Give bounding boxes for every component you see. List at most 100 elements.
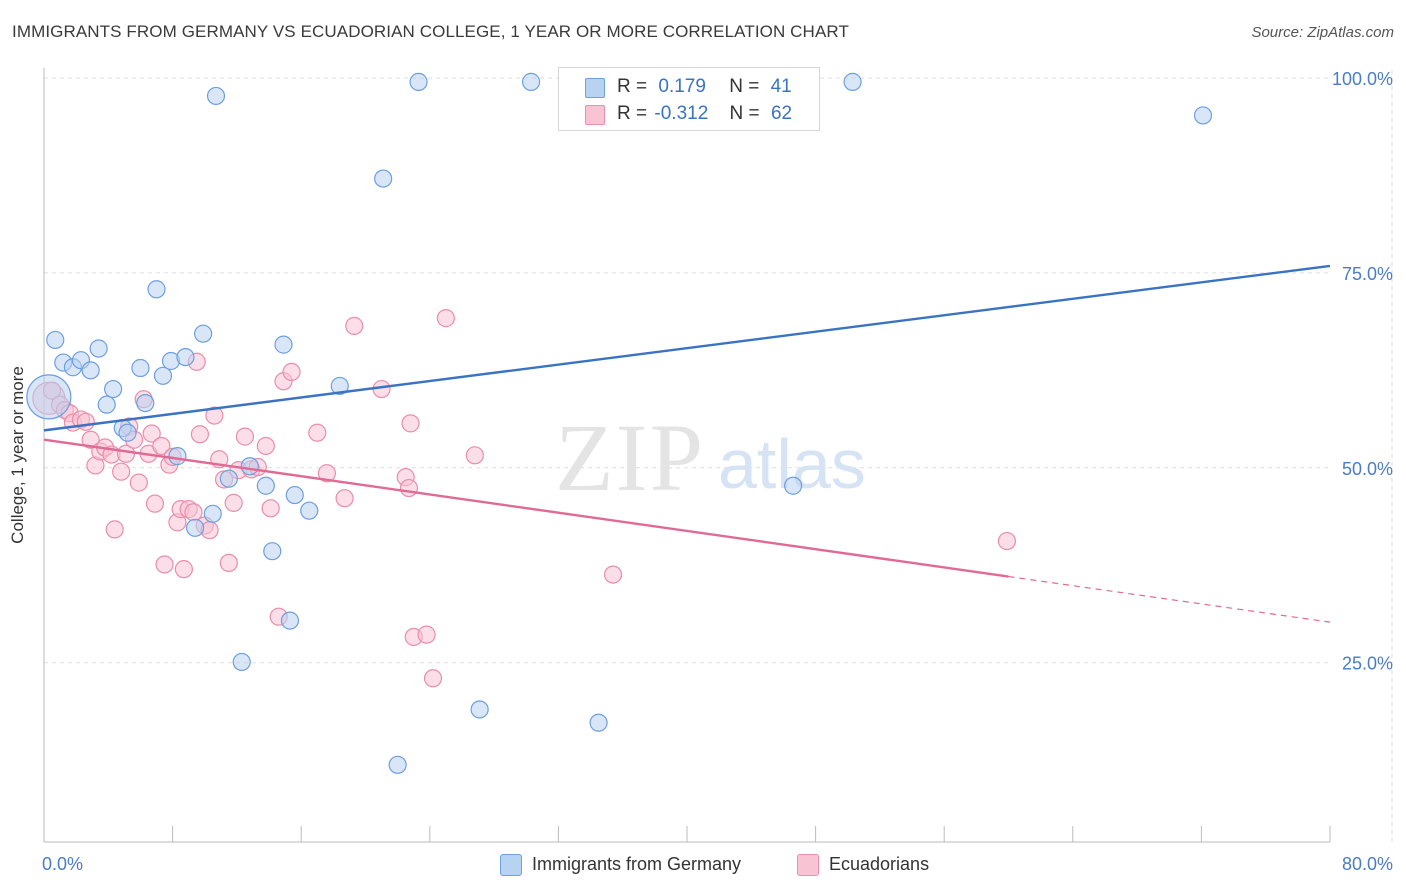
tick-label-layer: 25.0% 50.0% 75.0% 100.0% 0.0% 80.0% — [42, 69, 1393, 874]
stats-text-blue: R = 0.179 N = 41 — [617, 73, 792, 101]
stats-n-label-blue: N = — [729, 76, 760, 97]
stats-r-value-blue: 0.179 — [658, 76, 706, 97]
data-point-germany — [843, 72, 862, 91]
points-layer — [26, 72, 1213, 774]
data-point-germany — [97, 395, 116, 414]
data-point-germany — [26, 374, 72, 420]
data-point-germany — [104, 379, 123, 399]
data-point-ecuadorians — [423, 669, 443, 688]
legend-label-germany: Immigrants from Germany — [532, 854, 742, 874]
data-point-germany — [256, 476, 275, 495]
data-point-ecuadorians — [112, 462, 131, 481]
data-point-germany — [89, 339, 108, 358]
data-point-germany — [232, 652, 251, 672]
data-point-ecuadorians — [235, 427, 255, 446]
stats-n-label-pink: N = — [729, 103, 760, 124]
trend-line-ecuadorians — [43, 438, 1009, 578]
data-point-germany — [46, 330, 65, 350]
data-point-ecuadorians — [256, 436, 275, 456]
data-point-germany — [521, 72, 541, 91]
data-point-ecuadorians — [142, 424, 161, 443]
stats-n-value-blue: 41 — [770, 76, 792, 97]
data-point-germany — [388, 755, 407, 774]
data-point-germany — [374, 169, 393, 188]
stats-swatch-blue — [585, 78, 605, 98]
stats-n-value-pink: 62 — [770, 103, 793, 124]
data-point-germany — [81, 361, 100, 380]
watermark: ZIP atlas — [555, 404, 866, 511]
data-point-ecuadorians — [81, 430, 100, 449]
trend-line-germany — [43, 264, 1331, 432]
data-point-ecuadorians — [282, 362, 301, 382]
data-point-ecuadorians — [465, 446, 484, 465]
source-credit: Source: ZipAtlas.com — [1251, 24, 1394, 41]
data-point-germany — [300, 501, 319, 520]
stats-r-label-blue: R = — [617, 76, 648, 97]
trend-line-ecuadorians-extension — [1008, 575, 1331, 623]
data-point-germany — [203, 504, 222, 523]
chart-title: IMMIGRANTS FROM GERMANY VS ECUADORIAN CO… — [12, 22, 849, 41]
data-point-ecuadorians — [205, 406, 224, 425]
data-point-ecuadorians — [105, 520, 124, 539]
data-point-germany — [131, 358, 150, 378]
data-point-germany — [409, 72, 428, 91]
data-point-ecuadorians — [261, 499, 280, 518]
stats-swatch-pink — [585, 105, 605, 125]
data-point-germany — [206, 86, 226, 106]
y-tick-label: 100.0% — [1332, 69, 1393, 89]
trend-layer — [43, 264, 1331, 623]
watermark-zip: ZIP — [555, 404, 705, 511]
legend-label-ecuadorians: Ecuadorians — [829, 854, 930, 874]
data-point-germany — [470, 700, 489, 719]
data-point-ecuadorians — [129, 473, 148, 492]
data-point-germany — [589, 713, 608, 732]
data-point-ecuadorians — [308, 423, 327, 442]
data-point-ecuadorians — [335, 489, 354, 508]
data-point-germany — [147, 280, 166, 299]
y-axis-title: College, 1 year or more — [8, 366, 27, 544]
data-point-germany — [330, 376, 349, 396]
data-point-germany — [783, 476, 803, 495]
data-point-germany — [219, 469, 238, 488]
x-tick-label: 80.0% — [1342, 854, 1393, 874]
data-point-germany — [176, 347, 195, 367]
data-point-germany — [280, 611, 300, 630]
data-point-ecuadorians — [155, 555, 174, 574]
stats-text-pink: R = -0.312 N = 62 — [617, 100, 792, 128]
y-tick-label: 25.0% — [1342, 654, 1393, 674]
data-point-germany — [153, 366, 173, 385]
y-tick-label: 75.0% — [1342, 264, 1393, 284]
data-point-ecuadorians — [401, 414, 420, 433]
data-point-germany — [285, 485, 304, 505]
data-point-ecuadorians — [345, 316, 364, 336]
data-point-germany — [263, 542, 282, 561]
data-point-germany — [274, 335, 293, 354]
data-point-ecuadorians — [224, 493, 243, 512]
data-point-germany — [118, 423, 137, 442]
legend-swatch-ecuadorians — [797, 854, 819, 876]
stats-r-label-pink: R = — [617, 103, 648, 124]
data-point-ecuadorians — [174, 560, 193, 579]
data-point-ecuadorians — [152, 436, 171, 456]
stats-box: R = 0.179 N = 41 R = -0.312 N = 62 — [558, 67, 820, 131]
data-point-ecuadorians — [399, 478, 419, 498]
data-point-ecuadorians — [436, 309, 455, 328]
data-point-germany — [194, 324, 213, 343]
data-point-ecuadorians — [219, 553, 238, 573]
data-point-ecuadorians — [190, 425, 210, 444]
data-point-ecuadorians — [997, 531, 1016, 551]
x-tick-label: 0.0% — [42, 854, 83, 874]
data-point-germany — [240, 457, 259, 476]
axes-layer — [43, 68, 1331, 843]
data-point-ecuadorians — [317, 464, 337, 483]
data-point-germany — [168, 447, 187, 466]
data-point-ecuadorians — [417, 625, 436, 644]
y-tick-label: 50.0% — [1342, 459, 1393, 479]
data-point-germany — [186, 518, 205, 537]
data-point-ecuadorians — [145, 494, 165, 513]
data-point-germany — [1193, 106, 1213, 125]
stats-r-value-pink: -0.312 — [654, 103, 709, 124]
data-point-germany — [136, 393, 155, 413]
data-point-ecuadorians — [76, 412, 95, 431]
